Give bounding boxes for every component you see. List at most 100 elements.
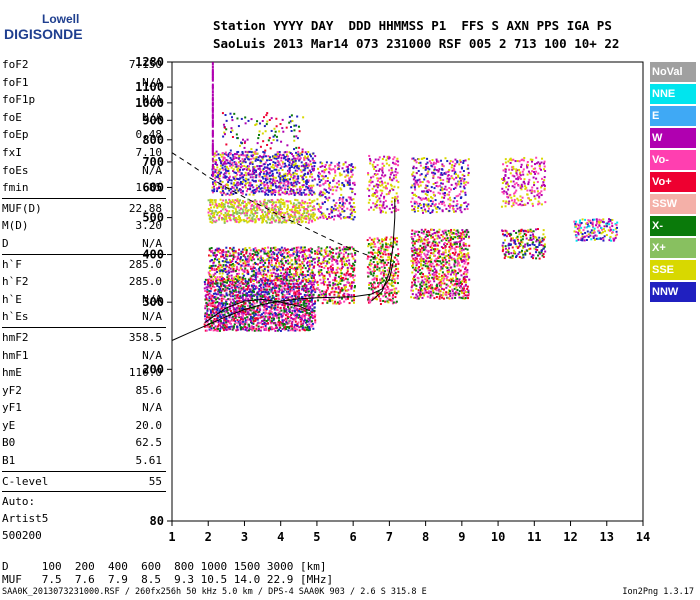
- echo-point: [386, 285, 389, 288]
- echo-point: [384, 186, 387, 189]
- echo-point: [440, 246, 443, 249]
- echo-point: [372, 286, 375, 289]
- echo-point: [314, 291, 317, 294]
- echo-point: [379, 272, 382, 275]
- echo-point: [287, 216, 290, 219]
- echo-point: [264, 183, 267, 186]
- echo-point: [222, 306, 225, 309]
- echo-point: [232, 168, 235, 171]
- echo-point: [273, 308, 276, 311]
- echo-point: [224, 311, 227, 314]
- echo-point: [210, 320, 213, 323]
- echo-point: [261, 119, 264, 122]
- echo-point: [277, 210, 280, 213]
- echo-point: [305, 309, 308, 312]
- echo-point: [244, 297, 247, 300]
- echo-point: [372, 208, 375, 211]
- echo-point: [266, 258, 269, 261]
- echo-point: [384, 248, 387, 251]
- echo-point: [415, 266, 418, 269]
- echo-point: [336, 271, 339, 274]
- echo-point: [241, 278, 244, 281]
- echo-point: [337, 180, 340, 183]
- echo-point: [439, 269, 442, 272]
- echo-point: [341, 167, 344, 170]
- echo-point: [319, 252, 322, 255]
- echo-point: [221, 208, 224, 211]
- echo-point: [291, 211, 294, 214]
- echo-point: [317, 247, 320, 250]
- echo-point: [251, 316, 254, 319]
- echo-point: [297, 175, 300, 178]
- echo-point: [243, 200, 246, 203]
- echo-point: [301, 153, 304, 156]
- echo-point: [347, 170, 350, 173]
- echo-point: [441, 287, 444, 290]
- echo-point: [260, 316, 263, 319]
- echo-point: [302, 116, 305, 119]
- echo-point: [384, 245, 387, 248]
- echo-point: [313, 288, 316, 291]
- echo-point: [259, 301, 262, 304]
- echo-point: [219, 320, 222, 323]
- echo-point: [328, 273, 331, 276]
- echo-point: [217, 327, 220, 330]
- echo-point: [234, 207, 237, 210]
- echo-point: [307, 221, 310, 224]
- echo-point: [396, 157, 399, 160]
- echo-point: [216, 258, 219, 261]
- echo-point: [411, 250, 414, 253]
- echo-point: [303, 158, 306, 161]
- echo-point: [441, 296, 444, 299]
- echo-point: [413, 251, 416, 254]
- echo-point: [213, 267, 216, 270]
- echo-point: [229, 219, 232, 222]
- echo-point: [340, 272, 343, 275]
- echo-point: [264, 282, 267, 285]
- echo-point: [415, 240, 418, 243]
- echo-point: [274, 184, 277, 187]
- echo-point: [269, 274, 272, 277]
- echo-point: [209, 201, 212, 204]
- echo-point: [291, 190, 294, 193]
- echo-point: [249, 161, 252, 164]
- echo-point: [247, 264, 250, 267]
- echo-point: [324, 196, 327, 199]
- echo-point: [231, 186, 234, 189]
- echo-point: [236, 328, 239, 331]
- echo-point: [297, 257, 300, 260]
- echo-point: [205, 293, 208, 296]
- echo-point: [259, 200, 262, 203]
- echo-point: [251, 172, 254, 175]
- echo-point: [353, 285, 356, 288]
- echo-point: [376, 173, 379, 176]
- echo-point: [332, 168, 335, 171]
- echo-point: [256, 292, 259, 295]
- echo-point: [350, 294, 353, 297]
- echo-point: [312, 211, 315, 214]
- echo-point: [226, 265, 229, 268]
- echo-point: [254, 278, 257, 281]
- param-value: 358.5: [128, 330, 162, 344]
- echo-point: [257, 252, 260, 255]
- echo-point: [342, 205, 345, 208]
- echo-point: [436, 237, 439, 240]
- echo-point: [264, 315, 267, 318]
- echo-point: [397, 290, 400, 293]
- echo-point: [272, 218, 275, 221]
- echo-point: [234, 297, 237, 300]
- echo-point: [229, 156, 232, 159]
- echo-point: [383, 207, 386, 210]
- echo-point: [282, 153, 285, 156]
- echo-point: [373, 185, 376, 188]
- echo-point: [211, 219, 214, 222]
- echo-point: [251, 252, 254, 255]
- echo-point: [233, 211, 236, 214]
- echo-point: [278, 263, 281, 266]
- echo-point: [206, 308, 209, 311]
- echo-point: [326, 288, 329, 291]
- echo-point: [267, 189, 270, 192]
- echo-point: [378, 156, 381, 159]
- echo-point: [389, 298, 392, 301]
- echo-point: [383, 195, 386, 198]
